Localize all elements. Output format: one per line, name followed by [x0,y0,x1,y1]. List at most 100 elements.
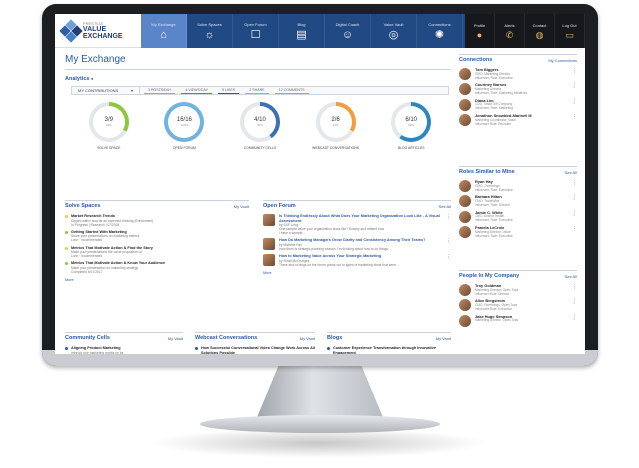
list-item[interactable]: Troy Goldman Marketing Director, Open-Top… [459,283,577,296]
person-name[interactable]: Pamela LeCroix [475,225,505,231]
list-item[interactable]: Jake Hugo Simpson Marketing Director, Ope… [459,313,577,327]
analytics-circle[interactable]: 6/10 60% BLOG ARTICLES [384,102,438,172]
company-people-see-all-link[interactable]: See All [564,273,577,279]
list-item[interactable]: Barbara Hilton CMO, TradeWise Influencer, … [459,194,577,208]
analytics-circle[interactable]: 2/6 33% WEBCAST CONVERSATIONS [309,102,363,172]
nav-item-blog[interactable]: Blog ▤ [279,14,325,48]
person-name[interactable]: Jake Hugo Simpson [475,313,513,319]
analytics-tab[interactable]: 4 VIEWS/DAY [181,87,213,94]
avatar [459,98,471,111]
kebab-menu-icon[interactable]: ⋮ [572,180,577,186]
analytics-tab[interactable]: 12 COMMENTS [274,87,309,94]
list-item[interactable]: Getting Started With Marketing Share your… [65,230,249,243]
list-item[interactable]: Metrics That Motivate Action & Find the … [65,246,249,259]
kebab-menu-icon[interactable]: ⋮ [572,226,577,233]
logo-mark-icon [59,18,83,43]
task-detail: Lohn · Incommended [71,254,103,259]
coach-icon: ☺ [341,28,354,41]
progress-ring: 3/9 33% [88,102,129,142]
post-title[interactable]: How to Marketing Value Across Your Strat… [279,254,382,259]
person-name[interactable]: Troy Goldman [475,283,502,288]
post-title[interactable]: Is Thinking Endlessly About What Does Yo… [279,214,440,223]
post-title[interactable]: How Do Marketing Managers Grow Clarity a… [279,238,426,243]
page-body: My Exchange Analytics ● MY CONTRIBUTIONS… [55,48,585,354]
person-name[interactable]: Ryan Hay [475,179,493,184]
person-name[interactable]: Courtney Barnes [475,82,507,88]
list-item[interactable]: Courtney Barnes Marketing Director Influen… [459,82,577,96]
similar-roles-see-all-link[interactable]: See All [564,169,577,175]
person-name[interactable]: Jonathon Snowbird-Marinell III [475,113,532,119]
nav-item-profile[interactable]: Profile ● [465,14,495,48]
table-row[interactable]: How Do Marketing Managers Grow Clarity a… [263,238,451,251]
analytics-tab[interactable]: 9 LIKES [218,87,240,94]
kebab-menu-icon[interactable]: ⋮ [446,214,451,220]
analytics-filter-bar: MY CONTRIBUTIONS ▾ 3 POSTS/DAY 4 VIEWS/DA… [71,86,449,95]
community-cells-vault-link[interactable]: My Vault [167,335,183,341]
list-item[interactable]: Pamela LeCroix Marketing Director, Value I… [459,225,577,239]
list-item[interactable]: Ryan Hay CMO, Overbrings Influencer, Role:… [459,179,577,192]
webcast-title: Webcast Conversations [195,335,258,341]
kebab-menu-icon[interactable]: ⋮ [572,195,577,202]
nav-item-chat[interactable]: Open Forum ☐ [233,14,279,48]
home-icon: ⌂ [160,28,167,41]
analytics-tab[interactable]: 3 POSTS/DAY [144,87,176,94]
person-name[interactable]: Alice Bergstrom [475,298,506,304]
connections-list: Tom Biggers CMO, Marketing Director Influe… [459,67,577,127]
kebab-menu-icon[interactable]: ⋮ [572,114,577,121]
kebab-menu-icon[interactable]: ⋮ [446,254,451,261]
nav-item-coach[interactable]: Digital Coach ☺ [325,14,371,48]
nav-item-label: My Exchange [151,21,176,27]
analytics-circle[interactable]: 16/16 100% OPEN FORUM [157,102,211,172]
person-detail: CMO, TradeWise [475,199,500,204]
table-row[interactable]: Is Thinking Endlessly About What Does Yo… [263,214,451,235]
kebab-menu-icon[interactable]: ⋮ [446,238,451,245]
person-name[interactable]: Jamie C. White [475,209,503,215]
list-item[interactable]: Diana Lim CDO, Small Gift Company Influenc… [459,97,577,111]
nav-item-home[interactable]: My Exchange ⌂ [141,14,187,48]
logo[interactable]: PRESTIGE VALUE EXCHANGE [55,14,141,48]
list-item[interactable]: Jonathon Snowbird-Marinell III Marketing … [459,113,577,127]
list-item[interactable]: Alice Bergstrom CMO, Overbrings, Open-Top… [459,298,577,312]
open-forum-see-all-link[interactable]: See All [438,203,451,209]
nav-item-lightbulb[interactable]: Solve Spaces ☼ [187,14,233,48]
analytics-circle[interactable]: 4/10 40% COMMUNITY CELLS [233,102,287,172]
kebab-menu-icon[interactable]: ⋮ [572,314,577,321]
analytics-circle[interactable]: 3/9 33% SOLVE SPACE [82,102,136,172]
blogs-vault-link[interactable]: My Vault [435,335,451,341]
list-item[interactable]: Metrics That Motivate Action & Know Your… [65,261,249,274]
person-name[interactable]: Tom Biggers [475,67,499,72]
nav-item-vault[interactable]: Value Vault ◎ [371,14,417,48]
kebab-menu-icon[interactable]: ⋮ [572,83,577,90]
forum-more-link[interactable]: More [263,270,272,275]
table-row[interactable]: How to Marketing Value Across Your Strat… [263,254,451,267]
solve-more-link[interactable]: More [65,278,74,283]
progress-label: OPEN FORUM [172,146,196,150]
similar-roles-card: Roles Similar to Mine See All Ryan Hay CM… [459,166,577,260]
list-item[interactable]: Tom Biggers CMO, Marketing Director Influe… [459,67,577,80]
list-item[interactable]: Jamie C. White CMO, Anchor Health Influenc… [459,209,577,223]
kebab-menu-icon[interactable]: ⋮ [572,210,577,217]
nav-item-alert[interactable]: Alerts ✆ [495,14,525,48]
nav-item-network[interactable]: Connections ✺ [417,14,463,48]
person-name[interactable]: Diana Lim [475,97,494,103]
solve-spaces-vault-link[interactable]: My Vault [233,203,249,209]
person-name[interactable]: Barbara Hilton [475,194,502,200]
nav-item-contact[interactable]: Contact ◍ [525,14,555,48]
list-item[interactable]: How Successful Conversational Video Chan… [195,346,315,354]
person-detail: Influencer Role: Recruiter [475,121,512,126]
kebab-menu-icon[interactable]: ⋮ [572,68,577,74]
kebab-menu-icon[interactable]: ⋮ [572,284,577,290]
contributions-dropdown[interactable]: MY CONTRIBUTIONS ▾ [72,87,140,94]
contributions-dropdown-label: MY CONTRIBUTIONS [78,88,119,93]
list-item[interactable]: Customer Experience Transformation throu… [327,346,451,354]
kebab-menu-icon[interactable]: ⋮ [572,299,577,306]
status-dot [65,230,68,234]
progress-ring: 6/10 60% [391,102,432,142]
connections-link[interactable]: My Connections [548,57,577,63]
kebab-menu-icon[interactable]: ⋮ [572,98,577,105]
list-item[interactable]: Market Research Trends Dipped within how … [65,214,249,227]
list-item[interactable]: Aligning Product Marketing Intrinsic role… [65,346,183,354]
nav-item-logout[interactable]: Log Out ▭ [555,14,585,48]
analytics-tab[interactable]: 2 SHARE [245,87,269,94]
webcast-vault-link[interactable]: My Vault [299,335,315,341]
